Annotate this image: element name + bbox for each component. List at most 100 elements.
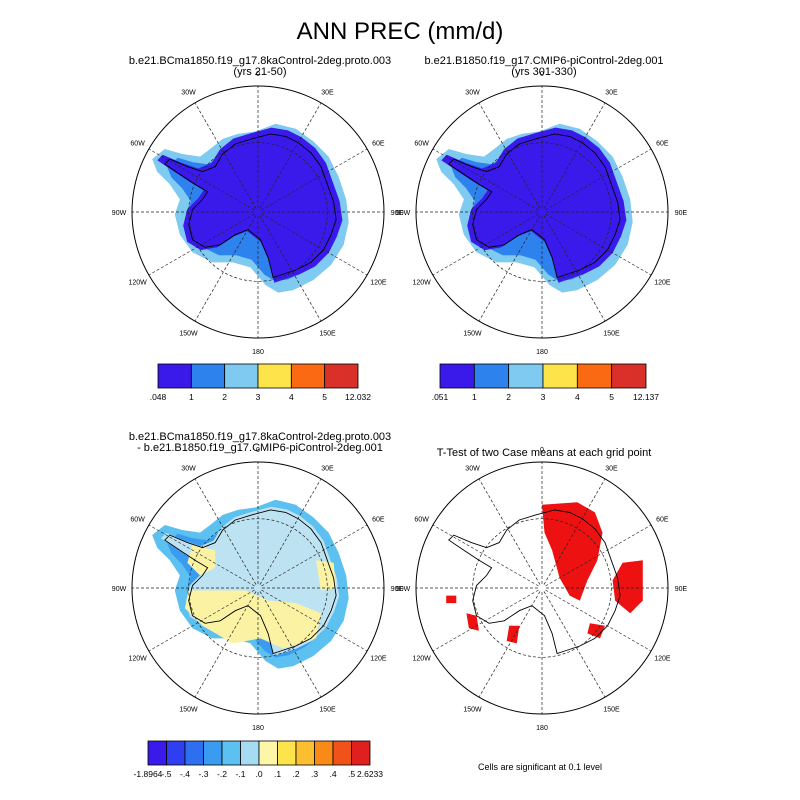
panel-4-lon-label: 60E	[656, 517, 669, 524]
panel-3-lon-label: 150W	[179, 706, 198, 713]
panel-2-colorbar-box	[576, 363, 613, 389]
panel-1-coastline	[164, 133, 337, 279]
panel-2-title-line-1: b.e21.B1850.f19_g17.CMIP6-piControl-2deg…	[424, 55, 664, 67]
panel-2-colorbar-label: 1	[472, 392, 477, 402]
panel-3-colorbar-label: -1.8964	[134, 769, 163, 779]
panel-1-lon-label: 90E	[391, 210, 404, 217]
panel-1-lon-label: 30E	[321, 90, 334, 97]
panel-1-title-line-2: (yrs 21-50)	[233, 66, 287, 78]
panel-4-title-line-1: T-Test of two Case means at each grid po…	[436, 447, 652, 459]
panel-3-colorbar-box	[258, 740, 278, 766]
panel-2-colorbar: .051 1 2 3 4 5 12.137	[432, 363, 659, 402]
panel-2-colorbar-box	[611, 363, 647, 389]
panel-4-lon-label: 0	[540, 447, 544, 454]
panel-4-meridian	[432, 589, 539, 652]
panel-4-lon-label: 120W	[412, 656, 431, 663]
panel-4-field	[446, 502, 643, 655]
panel-2-meridian	[478, 215, 541, 322]
panel-1-map-border	[131, 85, 385, 339]
panel-1-meridian	[261, 148, 368, 211]
panel-3-lon-label: 150E	[319, 706, 336, 713]
panel-3-map: 0 30E 60E 90E 120E 150E 180 150W 120W 90W 60W 30W	[112, 447, 404, 732]
panel-2-lon-label: 30E	[605, 90, 618, 97]
panel-4-meridian	[543, 478, 606, 585]
panel-3-lon-label: 120E	[370, 656, 387, 663]
panel-4-significant-region	[542, 502, 603, 601]
figure-title: ANN PREC (mm/d)	[296, 18, 504, 45]
panel-4-lon-label: 30W	[465, 466, 480, 473]
panel-3-colorbar: -1.8964 -.5 -.4 -.3 -.2 -.1 .0 .1 .2 .3 .4 .5 2.6233	[134, 740, 383, 779]
panel-1-colorbar-label: 5	[322, 392, 327, 402]
panel-2-meridian	[432, 148, 539, 211]
panel-2-meridian	[543, 215, 606, 322]
panel-1-lon-label: 30W	[181, 90, 196, 97]
panel-4-map: 0 30E 60E 90E 120E 150E 180 150W 120W 90W 60W 30W	[396, 447, 688, 732]
panel-3-lon-label: 60W	[130, 517, 145, 524]
panel-3-lon-label: 60E	[372, 517, 385, 524]
panel-4-title: T-Test of two Case means at each grid po…	[384, 448, 704, 459]
panel-1-colorbar-box	[224, 363, 259, 389]
panel-2-colorbar-box	[439, 363, 475, 389]
panel-1-lon-label: 150W	[179, 330, 198, 337]
panel-3-colorbar-label: -.1	[236, 769, 246, 779]
panel-3-coastline	[164, 509, 337, 655]
panel-2-meridian	[432, 213, 539, 276]
panel-4-meridian	[543, 591, 606, 698]
panel-4-meridian	[545, 524, 652, 587]
panel-3-title-line-2: - b.e21.B1850.f19_g17.CMIP6-piControl-2d…	[137, 442, 383, 454]
panel-3-lon-label: 30E	[321, 466, 334, 473]
panel-1-field-interior	[157, 127, 343, 283]
panel-1-colorbar-label: .048	[150, 392, 167, 402]
panel-3-field	[152, 499, 349, 669]
panel-4-meridian	[545, 589, 652, 652]
panel-3-colorbar-label: .1	[274, 769, 281, 779]
panel-3-meridian	[259, 591, 322, 698]
panel-3-lon-label: 120W	[128, 656, 147, 663]
panel-3-colorbar-box	[166, 740, 186, 766]
panel-1-lon-label: 150E	[319, 330, 336, 337]
panel-3-colorbar-box	[240, 740, 260, 766]
panel-3-lon-label: 0	[256, 447, 260, 454]
panel-2-field	[436, 123, 633, 293]
panel-2-lon-label: 150E	[603, 330, 620, 337]
panel-3-lon-label: 180	[252, 725, 264, 732]
panel-1-colorbar: .048 1 2 3 4 5 12.032	[150, 363, 371, 402]
panel-2-colorbar-box	[542, 363, 578, 389]
panel-1-colorbar-label: 4	[289, 392, 294, 402]
panel-1-meridian	[259, 215, 322, 322]
panel-1-meridian	[194, 215, 257, 322]
panel-2-coastline	[448, 133, 621, 279]
panel-2-lon-label: 180	[536, 349, 548, 356]
panel-3-title-line-1: b.e21.BCma1850.f19_g17.8kaControl-2deg.p…	[128, 431, 392, 443]
panel-1-lon-label: 120E	[370, 280, 387, 287]
panel-2-map-border	[415, 85, 669, 339]
panel-4-lon-label: 60W	[414, 517, 429, 524]
panel-4-lon-label: 90E	[675, 586, 688, 593]
panel-2-lon-label: 120E	[654, 280, 671, 287]
panel-3-colorbar-box	[332, 740, 352, 766]
panel-1-colorbar-label: 3	[256, 392, 261, 402]
panel-1-title-line-1: b.e21.BCma1850.f19_g17.8kaControl-2deg.p…	[128, 55, 392, 67]
panel-3-colorbar-label: .2	[292, 769, 299, 779]
panel-3-colorbar-box	[314, 740, 334, 766]
panel-3-meridian	[194, 591, 257, 698]
panel-3-meridian	[148, 524, 255, 587]
panel-2-meridian	[545, 213, 652, 276]
panel-1-colorbar-box	[290, 363, 326, 389]
panel-2-lon-label: 0	[540, 71, 544, 78]
significance-note: Cells are significant at 0.1 level	[477, 762, 603, 772]
panel-2-title-line-2: (yrs 301-330)	[511, 66, 577, 78]
panel-3-colorbar-box	[184, 740, 204, 766]
panel-1-lon-label: 60W	[130, 141, 145, 148]
panel-2-lon-label: 90W	[396, 210, 411, 217]
panel-2-title: b.e21.B1850.f19_g17.CMIP6-piControl-2deg…	[384, 56, 704, 78]
panel-3-colorbar-label: .5	[348, 769, 355, 779]
panel-1-colorbar-box	[324, 363, 359, 389]
panel-4-meridian	[478, 478, 541, 585]
panel-2-lon-label: 60E	[656, 141, 669, 148]
panel-2-map: 0 30E 60E 90E 120E 150E 180 150W 120W 90W 60W 30W	[396, 71, 688, 356]
panel-3-colorbar-box	[147, 740, 167, 766]
panel-1-colorbar-box	[157, 363, 192, 389]
panel-1-meridian	[261, 213, 368, 276]
panel-4-lon-label: 180	[536, 725, 548, 732]
